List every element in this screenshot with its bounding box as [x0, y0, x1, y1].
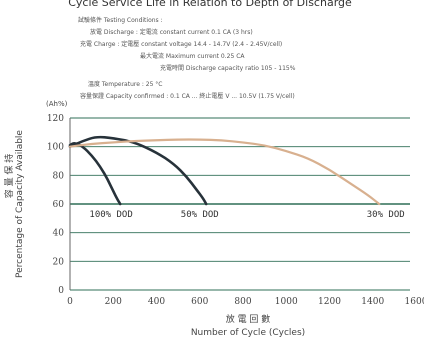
y-tick-label-40: 40 [53, 229, 65, 239]
x-tick-label-200: 200 [105, 297, 122, 307]
y-axis-label-zh: 容 量 保 持 [3, 154, 15, 199]
series-line-30-pct-dod [68, 138, 381, 206]
testing-conditions: 試驗條件 Testing Conditions : 放電 Discharge :… [78, 16, 296, 100]
condition-line-charge-time: 充電時間 Discharge capacity ratio 105 - 115% [160, 64, 296, 72]
x-tick-label-1200: 1200 [318, 297, 341, 307]
y-tick-label-100: 100 [47, 143, 64, 153]
dod-annotations: 100% DOD 50% DOD 30% DOD [89, 210, 404, 220]
x-axis-ticks: 0 200 400 600 800 1000 1200 1400 1600 [67, 297, 424, 307]
gridlines: 0 20 40 60 80 100 120 [47, 114, 410, 296]
x-tick-label-1600: 1600 [405, 297, 424, 307]
condition-line-temperature: 溫度 Temperature : 25 °C [88, 80, 162, 88]
y-tick-label-60: 60 [53, 200, 65, 210]
series-lines [68, 135, 381, 206]
annotation-30-pct-dod: 30% DOD [367, 210, 405, 220]
condition-line-max-current: 最大電流 Maximum current 0.25 CA [140, 52, 245, 60]
condition-line-charge: 充電 Charge : 定電壓 constant voltage 14.4 - … [80, 40, 282, 48]
annotation-100-pct-dod: 100% DOD [89, 210, 132, 220]
series-line-50-pct-dod [68, 135, 208, 206]
x-tick-label-0: 0 [67, 297, 73, 307]
y-tick-label-80: 80 [53, 171, 65, 181]
annotation-50-pct-dod: 50% DOD [181, 210, 219, 220]
x-tick-label-600: 600 [191, 297, 208, 307]
x-tick-label-1400: 1400 [361, 297, 384, 307]
y-axis-label: Percentage of Capacity Available [15, 130, 25, 278]
y-tick-label-0: 0 [58, 286, 64, 296]
x-tick-label-400: 400 [148, 297, 165, 307]
conditions-heading: 試驗條件 Testing Conditions : [78, 16, 163, 24]
y-axis-unit: (Ah%) [46, 100, 68, 108]
series-line-100-pct-dod [68, 141, 122, 206]
x-tick-label-1000: 1000 [275, 297, 298, 307]
y-tick-label-20: 20 [53, 257, 65, 267]
chart-title: Cycle Service Life in Relation to Depth … [68, 0, 352, 9]
condition-line-discharge: 放電 Discharge : 定電流 constant current 0.1 … [90, 28, 253, 36]
x-axis-label: Number of Cycle (Cycles) [191, 328, 305, 338]
condition-line-capacity: 容量保證 Capacity confirmed : 0.1 CA ... 終止電… [80, 92, 295, 100]
y-tick-label-120: 120 [47, 114, 64, 124]
x-axis-label-zh: 放 電 回 數 [226, 313, 271, 325]
x-tick-label-800: 800 [234, 297, 251, 307]
